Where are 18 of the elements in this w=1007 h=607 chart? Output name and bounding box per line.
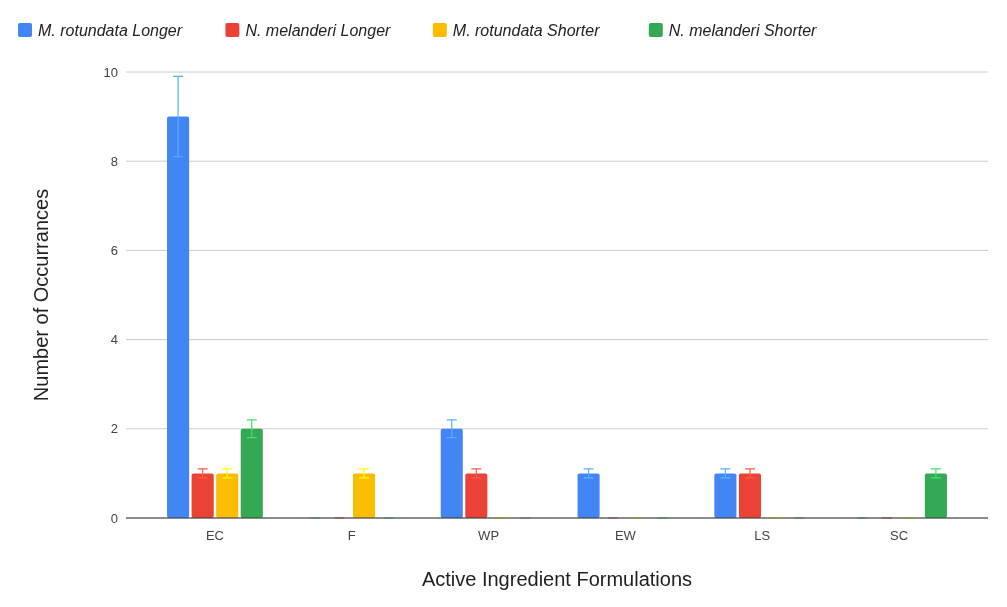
x-tick-label: EW — [614, 528, 637, 543]
x-tick-label: EC — [205, 528, 224, 543]
y-tick-label: 0 — [110, 510, 118, 526]
x-tick-label: LS — [754, 528, 771, 543]
y-axis-title: Number of Occurrances — [30, 188, 52, 402]
y-tick-label: 10 — [103, 64, 118, 80]
x-axis-title: Active Ingredient Formulations — [421, 568, 693, 590]
legend-label: N. melanderi Shorter — [668, 21, 818, 39]
x-tick-label: F — [347, 528, 356, 543]
legend-label: M. rotundata Longer — [38, 21, 183, 39]
x-tick-label: WP — [478, 528, 500, 543]
x-tick-label: SC — [890, 528, 909, 543]
y-tick-label: 8 — [110, 153, 118, 169]
y-tick-label: 2 — [110, 421, 118, 437]
y-tick-label: 6 — [110, 242, 118, 258]
y-tick-label: 4 — [110, 332, 118, 348]
legend-label: M. rotundata Shorter — [452, 21, 601, 39]
legend-label: N. melanderi Longer — [245, 21, 392, 39]
